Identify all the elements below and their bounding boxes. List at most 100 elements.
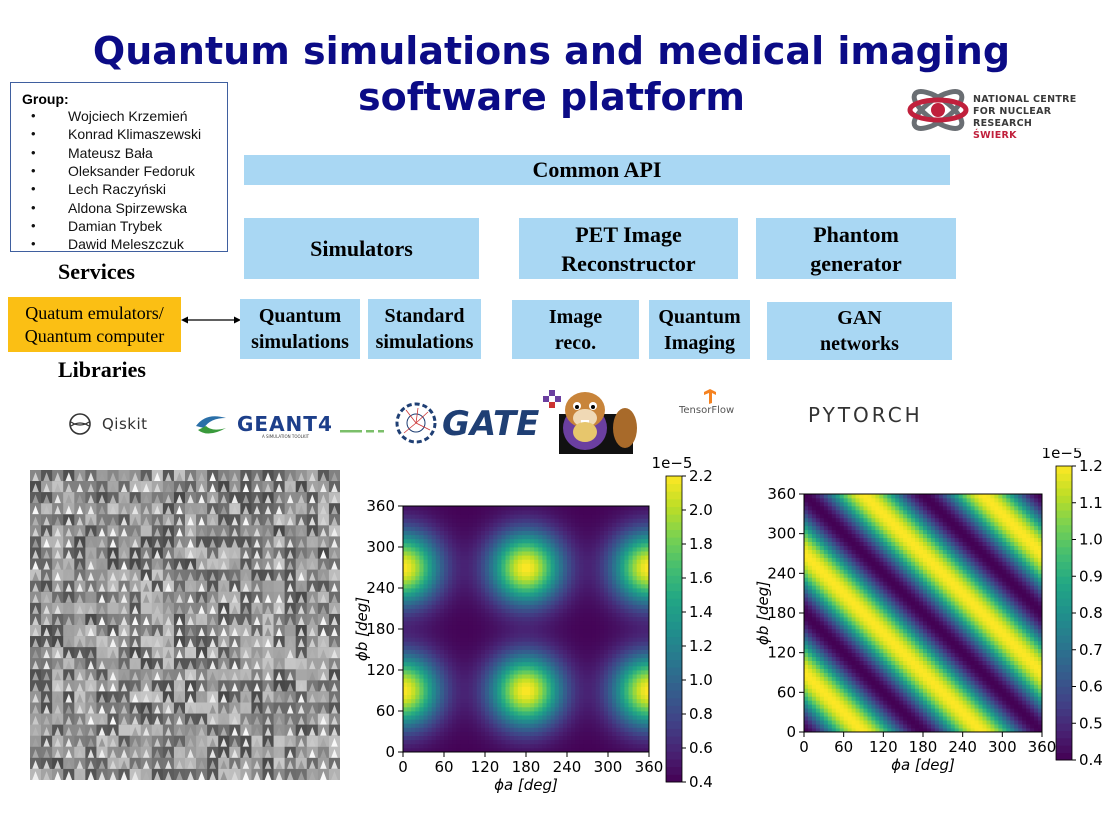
grid-tile-shape: [120, 560, 128, 570]
heatmap-cell: [558, 731, 564, 736]
grid-tile-shape: [320, 649, 327, 659]
heatmap-cell: [521, 731, 527, 736]
heatmap-cell: [403, 604, 408, 609]
heatmap-cell: [534, 522, 539, 527]
heatmap-cell: [513, 604, 519, 609]
heatmap-cell: [415, 608, 420, 613]
heatmap-cell: [464, 670, 469, 675]
heatmap-cell: [620, 624, 625, 630]
heatmap-cell: [587, 653, 592, 659]
heatmap-cell: [550, 715, 556, 720]
heatmap-cell: [591, 706, 597, 712]
heatmap-cell: [403, 596, 408, 601]
heatmap-cell: [603, 674, 609, 679]
heatmap-cell: [468, 542, 474, 548]
heatmap-cell: [603, 633, 609, 638]
heatmap-cell: [595, 731, 601, 736]
heatmap-cell: [521, 690, 527, 695]
heatmap-cell: [616, 633, 621, 638]
heatmap-cell: [562, 731, 568, 736]
heatmap-cell: [608, 604, 613, 609]
heatmap-cell: [439, 624, 445, 630]
heatmap-cell: [476, 559, 482, 564]
grid-tile-shape: [286, 704, 294, 714]
grid-tile-shape: [331, 704, 338, 714]
heatmap-cell: [644, 719, 650, 724]
grid-tile-shape: [320, 494, 327, 504]
grid-tile-shape: [87, 649, 95, 659]
heatmap-cell: [485, 530, 490, 536]
grid-tile-shape: [187, 704, 194, 714]
heatmap-cell: [403, 571, 408, 577]
heatmap-cell: [534, 743, 539, 749]
heatmap-cell: [632, 600, 638, 605]
grid-tile-shape: [286, 649, 294, 659]
heatmap-cell: [624, 727, 629, 732]
heatmap-cell: [435, 629, 441, 634]
heatmap-cell: [431, 702, 437, 708]
heatmap-cell: [538, 727, 543, 732]
heatmap-cell: [608, 547, 613, 552]
grid-tile-shape: [231, 760, 239, 769]
grid-tile-shape: [275, 627, 283, 637]
heatmap-cell: [517, 542, 523, 548]
grid-tile-shape: [198, 771, 205, 780]
heatmap-cell: [550, 547, 556, 552]
heatmap-cell: [562, 637, 568, 642]
heatmap-cell: [472, 530, 478, 536]
heatmap-cell: [415, 547, 420, 552]
heatmap-cell: [444, 563, 449, 568]
heatmap-cell: [587, 624, 592, 630]
heatmap-cell: [587, 522, 592, 527]
heatmap-cell: [603, 670, 609, 675]
grid-tile-shape: [209, 704, 216, 714]
heatmap-cell: [521, 719, 527, 724]
heatmap-cell: [456, 747, 461, 753]
grid-tile-shape: [209, 693, 216, 703]
heatmap-cell: [571, 731, 576, 736]
grid-tile-shape: [76, 582, 84, 592]
heatmap-cell: [624, 604, 629, 609]
heatmap-cell: [476, 747, 482, 753]
heatmap-cell: [612, 571, 617, 577]
heatmap-cell: [431, 686, 437, 691]
heatmap-cell: [624, 588, 629, 593]
heatmap-cell: [448, 559, 453, 564]
heatmap-cell: [513, 592, 519, 597]
heatmap-cell: [415, 690, 420, 695]
heatmap-cell: [513, 563, 519, 568]
heatmap-cell: [567, 538, 572, 544]
heatmap-cell: [493, 612, 498, 618]
heatmap-cell: [505, 739, 510, 745]
grid-tile-shape: [120, 760, 128, 769]
heatmap-cell: [640, 588, 646, 593]
heatmap-cell: [603, 694, 609, 700]
heatmap-cell: [444, 592, 449, 597]
heatmap-cell: [448, 723, 453, 728]
heatmap-cell: [468, 616, 474, 622]
heatmap-cell: [579, 682, 584, 687]
heatmap-cell: [550, 600, 556, 605]
heatmap-cell: [489, 588, 494, 593]
heatmap-cell: [526, 571, 531, 577]
heatmap-cell: [480, 727, 486, 732]
heatmap-cell: [636, 665, 642, 671]
heatmap-cell: [542, 702, 547, 708]
heatmap-cell: [526, 743, 531, 749]
heatmap-cell: [636, 534, 642, 540]
grid-tile-shape: [209, 737, 216, 747]
heatmap-cell: [485, 583, 490, 589]
heatmap-cell: [415, 534, 420, 540]
heatmap-cell: [419, 723, 424, 728]
heatmap-cell: [497, 661, 502, 667]
heatmap-cell: [530, 596, 535, 601]
heatmap-cell: [579, 731, 584, 736]
institution-name-1: NATIONAL CENTRE: [973, 94, 1077, 105]
heatmap-cell: [456, 542, 461, 548]
heatmap-cell: [636, 604, 642, 609]
heatmap-cell: [620, 600, 625, 605]
heatmap-cell: [530, 583, 535, 589]
heatmap-cell: [431, 530, 437, 536]
heatmap-cell: [403, 612, 408, 618]
heatmap-cell: [579, 526, 584, 531]
